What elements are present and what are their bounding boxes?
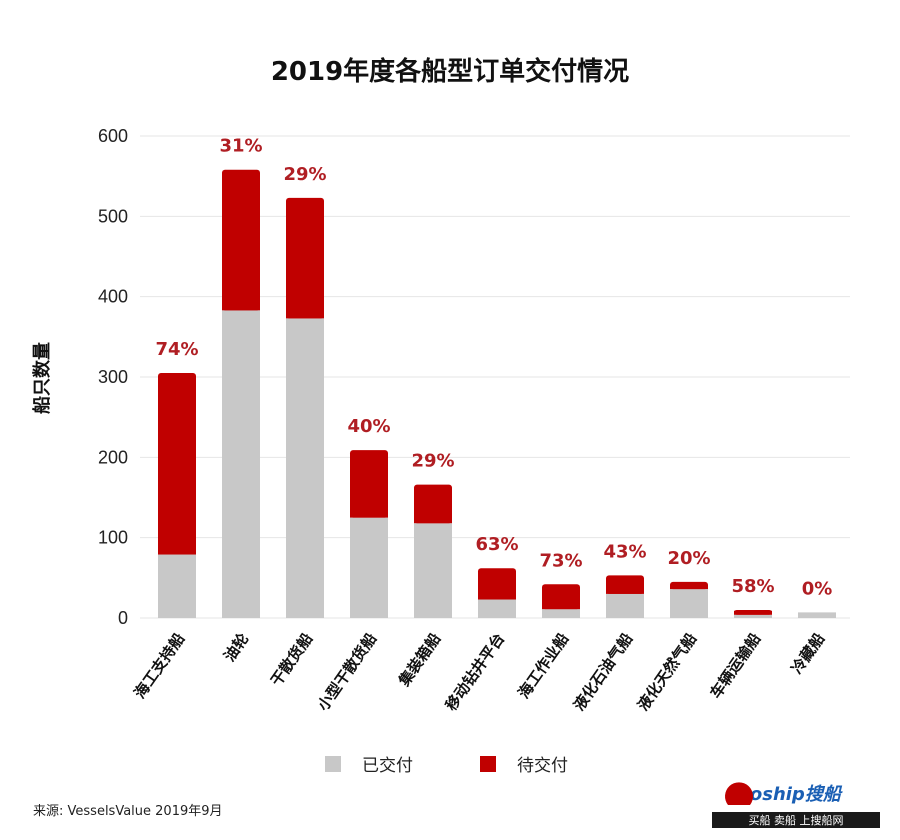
percent-label: 40%	[347, 416, 390, 437]
x-tick-label: 海工支持船	[131, 630, 189, 702]
bar-delivered	[606, 593, 644, 618]
percent-label: 74%	[155, 339, 198, 360]
y-axis-ticks: 0 100 200 300 400 500 600	[98, 126, 128, 628]
bar-delivered	[222, 310, 260, 618]
bar-delivered	[798, 612, 836, 618]
percent-label: 31%	[219, 136, 262, 157]
bar-delivered	[350, 517, 388, 618]
x-tick-label: 集装箱船	[395, 630, 445, 690]
bar-pending	[606, 575, 644, 594]
bar-pending	[478, 568, 516, 600]
percent-label: 73%	[539, 550, 582, 571]
percent-label: 29%	[283, 164, 326, 185]
x-tick-label: 干散货船	[267, 630, 316, 689]
x-tick-label: 冷藏船	[788, 630, 829, 677]
y-tick-label: 0	[118, 608, 128, 628]
legend-swatch-delivered	[325, 756, 341, 772]
y-tick-label: 100	[98, 528, 128, 548]
vesselsvalue-logo-icon	[725, 782, 753, 805]
bar-pending-base	[606, 589, 644, 594]
y-tick-label: 600	[98, 126, 128, 146]
legend-label-delivered: 已交付	[362, 756, 413, 776]
percent-label: 63%	[475, 534, 518, 555]
watermark-banner	[712, 812, 880, 828]
legend-label-pending: 待交付	[517, 756, 568, 776]
bar-pending	[286, 197, 324, 319]
bar-delivered	[670, 589, 708, 618]
bar-pending	[414, 484, 452, 524]
legend: 已交付 待交付	[325, 756, 568, 776]
percent-label: 29%	[411, 451, 454, 472]
bar-delivered	[414, 523, 452, 618]
bar-pending	[222, 169, 260, 311]
watermark-tagline: 买船 卖船 上搜船网	[749, 813, 844, 827]
bar-pending-base	[542, 605, 580, 610]
bar-delivered	[542, 609, 580, 618]
bar-pending-base	[222, 306, 260, 311]
percent-label: 43%	[603, 541, 646, 562]
y-tick-label: 300	[98, 367, 128, 387]
watermark: soship搜船 买船 卖船 上搜船网	[712, 782, 880, 828]
y-axis-label: 船只数量	[31, 342, 53, 414]
watermark-brand: soship搜船	[739, 784, 843, 805]
bar-pending-base	[734, 610, 772, 615]
bar-pending-base	[670, 585, 708, 590]
percent-label: 20%	[667, 548, 710, 569]
legend-swatch-pending	[480, 756, 496, 772]
y-tick-label: 400	[98, 287, 128, 307]
percent-labels: 74% 31% 29% 40% 29% 63% 73% 43% 20% 58% 0%	[155, 136, 832, 600]
bar-pending	[542, 584, 580, 610]
bar-pending-base	[158, 550, 196, 555]
x-tick-label: 液化石油气船	[570, 630, 636, 714]
x-tick-label: 液化天然气船	[634, 630, 700, 714]
bar-pending-base	[414, 519, 452, 524]
y-tick-label: 500	[98, 206, 128, 226]
x-tick-label: 小型干散货船	[314, 630, 380, 714]
x-tick-label: 车辆运输船	[707, 630, 765, 702]
x-tick-label: 海工作业船	[515, 630, 573, 702]
bar-delivered	[158, 554, 196, 618]
y-tick-label: 200	[98, 447, 128, 467]
x-tick-label: 油轮	[220, 630, 252, 665]
bar-pending	[350, 450, 388, 518]
bar-pending-base	[286, 314, 324, 319]
bar-pending-base	[478, 595, 516, 600]
bar-delivered	[478, 599, 516, 618]
bar-pending	[158, 372, 196, 555]
bar-delivered	[286, 318, 324, 618]
bar-pending-base	[350, 513, 388, 518]
bar-delivered	[734, 614, 772, 618]
chart-title: 2019年度各船型订单交付情况	[271, 56, 629, 87]
x-tick-label: 移动钻井平台	[442, 630, 508, 714]
percent-label: 0%	[802, 578, 833, 599]
percent-label: 58%	[731, 576, 774, 597]
source-note: 来源: VesselsValue 2019年9月	[33, 804, 223, 819]
bars	[158, 169, 836, 618]
